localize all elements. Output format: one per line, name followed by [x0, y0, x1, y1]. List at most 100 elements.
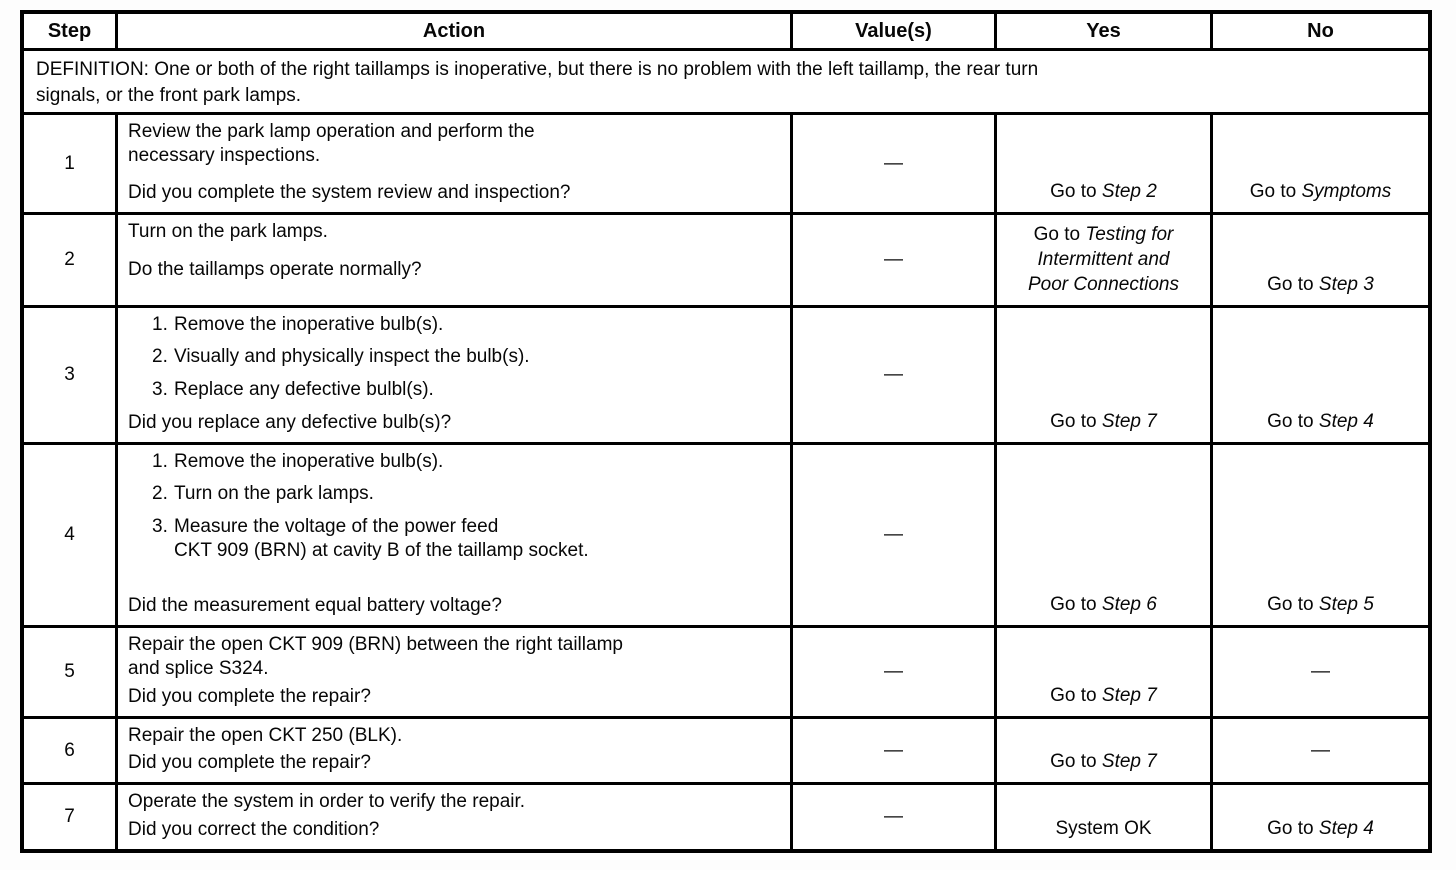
no-cell: Go to Step 5 — [1213, 445, 1428, 625]
value-dash: — — [884, 364, 903, 385]
action-items: Review the park lamp operation and perfo… — [128, 120, 784, 169]
action-item: 1. Remove the inoperative bulb(s). — [128, 450, 784, 474]
goto-text: Go to Step 3 — [1267, 272, 1374, 297]
action-question: Did you correct the condition? — [128, 818, 380, 840]
goto-target: Step 5 — [1318, 593, 1374, 615]
step-cell: 3 — [24, 308, 118, 442]
step-cell: 2 — [24, 215, 118, 305]
value-dash: — — [884, 152, 903, 174]
action-item: 2. Turn on the park lamps. — [128, 482, 784, 506]
step-cell: 6 — [24, 719, 118, 782]
goto-prefix: Go to — [1050, 750, 1102, 772]
action-question: Did you complete the repair? — [128, 685, 371, 707]
step-cell: 1 — [24, 115, 118, 212]
yes-cell: Go to Step 2 — [997, 115, 1213, 212]
action-item: Review the park lamp operation and perfo… — [128, 120, 784, 169]
goto-prefix: Go to — [1050, 593, 1102, 615]
action-item-number: 1. — [152, 314, 168, 335]
no-dash: — — [1311, 739, 1330, 761]
goto-target: Step 3 — [1318, 273, 1374, 295]
no-cell: Go to Symptoms — [1213, 115, 1428, 212]
action-item-number: 1. — [152, 451, 168, 472]
action-item-number: 3. — [152, 515, 168, 537]
value-cell: — — [793, 719, 997, 782]
action-item-text: Measure the voltage of the power feed CK… — [174, 515, 589, 561]
goto-prefix: Go to — [1267, 410, 1319, 432]
goto-prefix: Go to — [1050, 180, 1102, 202]
no-cell: Go to Step 3 — [1213, 215, 1428, 305]
value-dash: — — [884, 806, 903, 827]
step-number: 4 — [64, 524, 75, 545]
table-row: 1 Review the park lamp operation and per… — [24, 112, 1428, 212]
goto-target: Testing for Intermittent and Poor Connec… — [1027, 223, 1180, 295]
action-item: 3. Replace any defective bulbl(s). — [128, 378, 784, 402]
action-question: Do the taillamps operate normally? — [128, 259, 422, 281]
goto-text: Go to Testing for Intermittent and Poor … — [1028, 222, 1179, 297]
action-cell: Repair the open CKT 250 (BLK). Did you c… — [118, 719, 793, 782]
goto-text: Go to Step 5 — [1267, 592, 1374, 617]
goto-prefix: Go to — [1267, 273, 1319, 295]
table-row: 6 Repair the open CKT 250 (BLK). Did you… — [24, 716, 1428, 782]
value-dash: — — [884, 661, 903, 682]
action-item: 3. Measure the voltage of the power feed … — [128, 515, 784, 564]
action-item: Repair the open CKT 909 (BRN) between th… — [128, 633, 784, 682]
column-header-yes: Yes — [997, 14, 1213, 48]
goto-target: Step 7 — [1101, 750, 1157, 772]
action-item-number: 3. — [152, 378, 168, 400]
action-item-text: Turn on the park lamps. — [174, 483, 374, 505]
goto-text: Go to Step 4 — [1267, 409, 1374, 434]
goto-prefix: Go to — [1267, 593, 1319, 615]
no-cell: Go to Step 4 — [1213, 308, 1428, 442]
table-row: 7 Operate the system in order to verify … — [24, 782, 1428, 849]
action-item-text: Operate the system in order to verify th… — [128, 791, 526, 812]
value-dash: — — [884, 524, 903, 545]
table-row: 2 Turn on the park lamps. Do the taillam… — [24, 212, 1428, 305]
goto-text: Go to Step 6 — [1050, 592, 1157, 617]
yes-cell: Go to Step 7 — [997, 628, 1213, 716]
goto-target: Step 7 — [1101, 410, 1157, 432]
action-items: Repair the open CKT 909 (BRN) between th… — [128, 633, 784, 682]
value-cell: — — [793, 308, 997, 442]
value-cell: — — [793, 445, 997, 625]
column-header-action: Action — [118, 14, 793, 48]
no-cell: — — [1213, 628, 1428, 716]
goto-text: Go to Symptoms — [1250, 179, 1392, 204]
action-cell: 1. Remove the inoperative bulb(s). 2. Turn… — [118, 445, 793, 625]
system-ok-text: System OK — [1055, 817, 1152, 839]
value-cell: — — [793, 628, 997, 716]
action-items: 1. Remove the inoperative bulb(s). 2. Visu… — [128, 313, 784, 402]
action-item-text: Review the park lamp operation and perfo… — [128, 121, 535, 167]
value-cell: — — [793, 215, 997, 305]
no-dash: — — [1311, 661, 1330, 683]
yes-cell: Go to Step 7 — [997, 719, 1213, 782]
column-header-step: Step — [24, 14, 118, 48]
action-items: Repair the open CKT 250 (BLK). — [128, 724, 784, 748]
action-item-text: Remove the inoperative bulb(s). — [174, 314, 444, 335]
step-number: 6 — [64, 739, 75, 761]
goto-target: Step 6 — [1101, 593, 1157, 615]
action-cell: Review the park lamp operation and perfo… — [118, 115, 793, 212]
goto-prefix: Go to — [1050, 684, 1102, 706]
goto-prefix: Go to — [1249, 180, 1302, 202]
table-row: 5 Repair the open CKT 909 (BRN) between … — [24, 625, 1428, 716]
step-number: 7 — [64, 806, 75, 827]
goto-text: Go to Step 7 — [1050, 683, 1157, 708]
action-items: Turn on the park lamps. — [128, 220, 784, 244]
action-item-text: Remove the inoperative bulb(s). — [174, 451, 444, 472]
goto-target: Step 4 — [1318, 817, 1374, 839]
step-cell: 4 — [24, 445, 118, 625]
goto-target: Step 2 — [1101, 180, 1157, 202]
goto-target: Step 4 — [1318, 410, 1374, 432]
yes-cell: Go to Step 7 — [997, 308, 1213, 442]
step-cell: 7 — [24, 785, 118, 849]
action-item-text: Turn on the park lamps. — [128, 221, 328, 242]
no-cell: Go to Step 4 — [1213, 785, 1428, 849]
value-dash: — — [884, 249, 903, 270]
value-dash: — — [884, 739, 903, 761]
action-question: Did you complete the repair? — [128, 751, 371, 773]
definition-text: DEFINITION: One or both of the right tai… — [36, 59, 1039, 106]
table-row: 3 1. Remove the inoperative bulb(s). 2. Vi… — [24, 305, 1428, 442]
action-item: 2. Visually and physically inspect the bu… — [128, 345, 784, 369]
action-item-text: Visually and physically inspect the bulb… — [174, 346, 530, 368]
action-cell: Operate the system in order to verify th… — [118, 785, 793, 849]
